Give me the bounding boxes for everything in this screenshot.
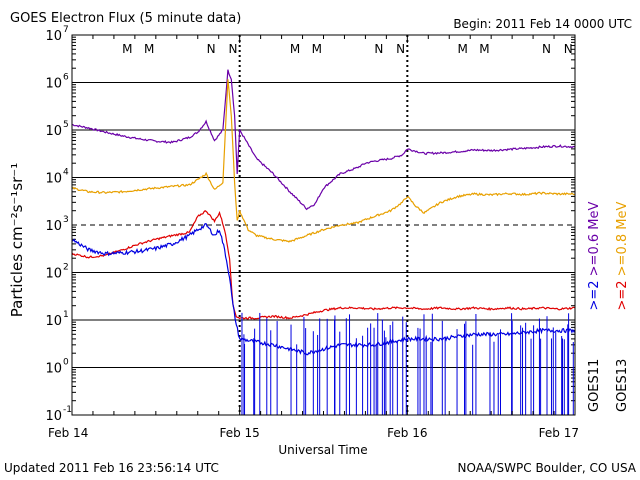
satellite-marker: N (207, 42, 216, 56)
x-tick-labels: Feb 14 Feb 15 Feb 16 Feb 17 (48, 35, 579, 440)
y-tick-label: 10 (45, 409, 62, 424)
y-tick-exponent: 5 (63, 120, 69, 130)
y-tick-exponent: -1 (63, 405, 72, 415)
legend: GOES11 >=2 >=0.6 MeV GOES13 >=2 >=0.8 MeV (587, 202, 630, 412)
legend-entry: >=0.8 MeV (615, 202, 630, 281)
x-tick-label: Feb 14 (48, 426, 88, 440)
satellite-marker: N (564, 42, 573, 56)
satellite-marker: N (374, 42, 383, 56)
satellite-marker: M (457, 42, 467, 56)
y-tick-label: 10 (45, 77, 62, 92)
satellite-marker: M (290, 42, 300, 56)
y-tick-exponent: 1 (63, 310, 69, 320)
series-line (71, 223, 576, 356)
y-tick-label: 10 (45, 172, 62, 187)
y-tick-exponent: 2 (63, 263, 69, 273)
satellite-marker: M (479, 42, 489, 56)
footer-updated: Updated 2011 Feb 16 23:56:14 UTC (4, 461, 219, 475)
y-tick-label: 10 (45, 362, 62, 377)
series-line (71, 210, 576, 320)
legend-group: GOES11 >=2 >=0.6 MeV (587, 202, 602, 412)
satellite-marker: N (228, 42, 237, 56)
x-tick-label: Feb 16 (387, 426, 427, 440)
y-tick-label: 10 (45, 314, 62, 329)
y-tick-exponent: 0 (63, 358, 69, 368)
y-grid (72, 36, 575, 402)
legend-entry: >=0.6 MeV (587, 202, 602, 281)
y-tick-exponent: 4 (63, 168, 69, 178)
satellite-marker: M (122, 42, 132, 56)
x-tick-label: Feb 15 (219, 426, 259, 440)
series-lines (71, 69, 576, 415)
y-tick-exponent: 3 (63, 215, 69, 225)
chart-title: GOES Electron Flux (5 minute data) (10, 11, 241, 26)
satellite-marker: M (144, 42, 154, 56)
legend-entry: GOES11 (587, 359, 602, 412)
legend-entry: GOES13 (615, 359, 630, 412)
legend-group: GOES13 >=2 >=0.8 MeV (615, 202, 630, 412)
y-tick-exponent: 6 (63, 73, 69, 83)
day-boundaries (238, 35, 409, 415)
x-tick-label: Feb 17 (539, 426, 579, 440)
footer-credit: NOAA/SWPC Boulder, CO USA (458, 461, 637, 475)
legend-entry: >=2 (587, 280, 602, 314)
y-tick-label: 10 (45, 124, 62, 139)
begin-label: Begin: 2011 Feb 14 0000 UTC (453, 17, 632, 31)
y-tick-label: 10 (45, 267, 62, 282)
satellite-marker: N (396, 42, 405, 56)
y-axis-label: Particles cm⁻²s⁻¹sr⁻¹ (8, 163, 26, 317)
satellite-marker: N (542, 42, 551, 56)
series-line (71, 79, 576, 243)
y-tick-label: 10 (45, 219, 62, 234)
satellite-marker: M (312, 42, 322, 56)
legend-entry: >=2 (615, 280, 630, 314)
x-axis-label: Universal Time (278, 443, 367, 457)
series-line (71, 69, 576, 211)
y-tick-label: 10 (45, 29, 62, 44)
y-tick-exponent: 7 (63, 25, 69, 35)
